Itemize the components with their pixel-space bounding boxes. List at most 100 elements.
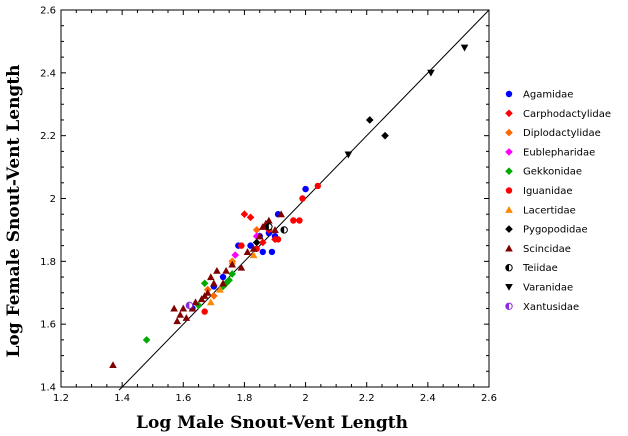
point-varanidae [344, 151, 353, 159]
point-agamidae [302, 185, 309, 193]
legend-marker-teiidae [505, 264, 513, 272]
legend-label-scincidae: Scincidae [523, 244, 571, 255]
point-scincidae [255, 232, 264, 240]
point-teiidae [265, 223, 273, 231]
point-iguanidae [299, 195, 306, 202]
legend-label-xantusidae: Xantusidae [523, 302, 579, 313]
y-tick-label: 2.6 [40, 6, 56, 17]
point-scincidae [277, 210, 285, 218]
point-iguanidae [314, 182, 321, 190]
legend-marker-iguanidae [505, 187, 513, 194]
point-scincidae [222, 266, 230, 274]
point-scincidae [173, 317, 181, 325]
legend-label-gekkonidae: Gekkonidae [523, 167, 582, 178]
point-carphodactylidae [240, 210, 249, 219]
point-lacertidae [249, 251, 258, 259]
legend-marker-agamidae [505, 90, 513, 98]
point-eublepharidae [231, 251, 240, 259]
legend-label-teiidae: Teiidae [522, 263, 558, 274]
point-pygopodidae [381, 131, 389, 140]
legend-label-diplodactylidae: Diplodactylidae [523, 128, 601, 139]
point-iguanidae [296, 217, 303, 224]
legend: Agamidae Carphodactylidae Diplodactylidae E… [505, 90, 611, 313]
point-scincidae [210, 279, 218, 287]
x-axis-title: Log Male Snout-Vent Length [136, 413, 408, 433]
point-gekkonidae [200, 279, 209, 288]
point-varanidae [460, 44, 469, 52]
legend-marker-pygopodidae [505, 225, 513, 233]
x-tick-label: 2.4 [420, 393, 436, 404]
point-scincidae [271, 226, 279, 233]
legend-label-pygopodidae: Pygopodidae [523, 225, 588, 236]
legend-label-eublepharidae: Eublepharidae [523, 147, 595, 158]
point-scincidae [213, 266, 221, 274]
legend-marker-carphodactylidae [505, 109, 513, 118]
axis-ticks [60, 9, 490, 388]
point-iguanidae [238, 242, 245, 249]
y-tick-label: 1.6 [40, 320, 56, 331]
legend-marker-varanidae [505, 283, 513, 291]
legend-label-agamidae: Agamidae [523, 90, 573, 101]
point-agamidae [247, 242, 254, 249]
legend-marker-lacertidae [505, 206, 513, 213]
point-pygopodidae [252, 238, 261, 247]
point-gekkonidae [225, 276, 233, 284]
point-carphodactylidae [258, 238, 267, 247]
point-diplodactylidae [210, 292, 218, 300]
point-scincidae [182, 314, 191, 321]
point-scincidae [219, 279, 227, 287]
point-pygopodidae [365, 116, 374, 124]
y-axis-title: Log Female Snout-Vent Length [4, 64, 24, 357]
legend-label-varanidae: Varanidae [523, 283, 573, 294]
point-scincidae [109, 361, 117, 369]
point-carphodactylidae [246, 213, 255, 222]
point-gekkonidae [194, 301, 203, 310]
y-tick-label: 1.8 [40, 257, 56, 268]
point-gekkonidae [142, 336, 151, 344]
legend-marker-xantusidae [505, 302, 513, 310]
point-scincidae [191, 298, 200, 306]
x-tick-label: 2.2 [359, 393, 375, 404]
point-teiidae [280, 226, 288, 234]
point-scincidae [203, 288, 212, 296]
point-agamidae [268, 248, 276, 256]
tick-labels: 1.2 1.4 1.6 1.8 2 2.2 2.4 2.61.41.61.822.22.42.… [40, 6, 497, 405]
point-scincidae [176, 310, 185, 318]
point-scincidae [237, 263, 246, 271]
point-scincidae [243, 248, 252, 255]
x-tick-label: 1.4 [114, 393, 130, 404]
y-tick-label: 2.2 [40, 131, 56, 142]
legend-marker-scincidae [505, 244, 513, 252]
y-tick-label: 1.4 [40, 383, 56, 394]
point-scincidae [170, 304, 178, 312]
point-scincidae [249, 244, 258, 252]
y-tick-label: 2.4 [40, 68, 56, 79]
point-agamidae [219, 273, 227, 281]
x-tick-label: 1.2 [53, 393, 69, 404]
point-scincidae [179, 304, 188, 312]
point-scincidae [265, 216, 273, 224]
point-scincidae [207, 273, 215, 281]
point-lacertidae [216, 285, 224, 293]
data-points [109, 44, 469, 369]
plot-frame [60, 9, 490, 388]
point-lacertidae [207, 298, 215, 306]
legend-marker-diplodactylidae [505, 128, 513, 137]
x-tick-label: 2 [302, 393, 308, 404]
legend-label-lacertidae: Lacertidae [523, 205, 576, 216]
point-iguanidae [290, 217, 297, 224]
legend-label-carphodactylidae: Carphodactylidae [523, 109, 611, 120]
point-iguanidae [274, 236, 282, 243]
x-tick-label: 1.8 [236, 393, 252, 404]
x-tick-label: 1.6 [175, 393, 191, 404]
point-xantusidae [185, 301, 194, 310]
legend-marker-gekkonidae [505, 167, 513, 175]
point-scincidae [188, 304, 197, 312]
point-scincidae [228, 260, 236, 268]
point-varanidae [427, 69, 435, 77]
point-iguanidae [201, 308, 208, 315]
x-tick-label: 2.6 [481, 393, 497, 404]
legend-marker-eublepharidae [505, 148, 513, 156]
point-diplodactylidae [252, 226, 261, 234]
